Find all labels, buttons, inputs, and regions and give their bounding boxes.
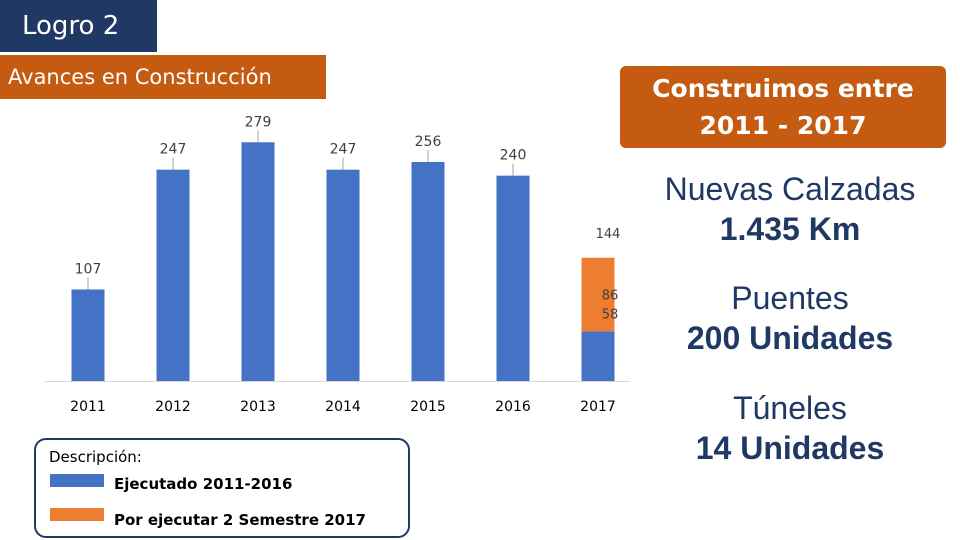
bar-executed-2012: [156, 169, 190, 381]
stat-calzadas-value: 1.435 Km: [719, 211, 861, 247]
x-tick-label-2012: 2012: [155, 399, 191, 415]
callout-line-2: 2011 - 2017: [699, 111, 867, 140]
stat-puentes: Puentes 200 Unidades: [636, 278, 944, 358]
x-tick-label-2017: 2017: [580, 399, 616, 415]
section-subtitle: Avances en Construcción: [0, 55, 326, 99]
x-tick-label-2016: 2016: [495, 399, 531, 415]
legend: Descripción: Ejecutado 2011-2016 Por eje…: [34, 438, 410, 538]
data-label-2015: 256: [415, 134, 442, 150]
stat-calzadas-label: Nuevas Calzadas: [664, 171, 916, 207]
legend-swatch-executed: [50, 474, 104, 487]
x-tick-label-2013: 2013: [240, 399, 276, 415]
stat-puentes-value: 200 Unidades: [686, 320, 894, 356]
stat-calzadas: Nuevas Calzadas 1.435 Km: [636, 169, 944, 249]
bar-executed-2016: [496, 175, 530, 381]
data-label-2016: 240: [500, 148, 527, 164]
x-tick-label-2015: 2015: [410, 399, 446, 415]
callout-line-1: Construimos entre: [652, 74, 914, 103]
legend-heading: Descripción:: [49, 448, 142, 466]
stat-tuneles-label: Túneles: [733, 390, 847, 426]
bar-executed-2014: [326, 169, 360, 381]
legend-swatch-pending: [50, 508, 104, 521]
stat-tuneles-value: 14 Unidades: [695, 430, 885, 466]
data-label-total-2017: 144: [596, 227, 621, 242]
data-label-2012: 247: [160, 142, 187, 158]
data-label-2013: 279: [245, 114, 272, 130]
stat-tuneles: Túneles 14 Unidades: [636, 388, 944, 468]
page-title: Logro 2: [0, 0, 157, 52]
stat-puentes-label: Puentes: [731, 280, 849, 316]
bar-executed-2015: [411, 161, 445, 381]
x-tick-label-2011: 2011: [70, 399, 106, 415]
data-label-2014: 247: [330, 142, 357, 158]
bar-pending-2017: [581, 257, 615, 332]
bar-chart: 2011 107 2012 247 2013 279 2014 247 2015 256 2016 2…: [45, 114, 630, 415]
x-tick-label-2014: 2014: [325, 399, 361, 415]
data-label-2011: 107: [75, 261, 102, 277]
period-callout: Construimos entre 2011 - 2017: [620, 66, 946, 148]
data-label-pending-2017: 86: [602, 289, 619, 304]
data-label-executed-2017: 58: [602, 308, 619, 323]
bar-executed-2013: [241, 142, 275, 381]
legend-label-executed: Ejecutado 2011-2016: [114, 475, 293, 493]
bar-executed-2017: [581, 331, 615, 381]
bar-executed-2011: [71, 289, 105, 381]
legend-label-pending: Por ejecutar 2 Semestre 2017: [114, 511, 366, 529]
